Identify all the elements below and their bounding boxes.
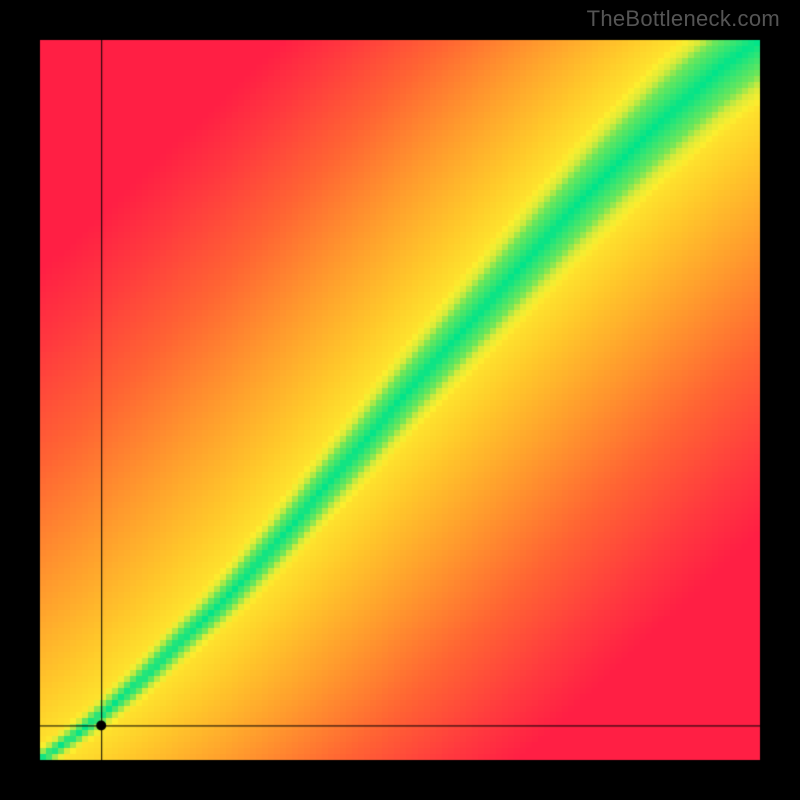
bottleneck-heatmap [0, 0, 800, 800]
watermark-text: TheBottleneck.com [587, 6, 780, 32]
